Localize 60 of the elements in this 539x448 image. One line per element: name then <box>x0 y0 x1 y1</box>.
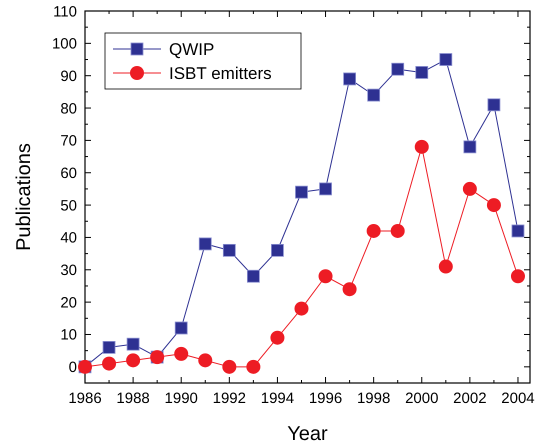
y-tick-label: 70 <box>60 132 77 150</box>
x-tick-label: 2002 <box>453 390 487 407</box>
x-tick-label: 2004 <box>501 390 535 407</box>
point <box>438 260 453 274</box>
point <box>198 238 212 250</box>
point <box>246 360 260 374</box>
y-tick-label: 60 <box>60 164 77 182</box>
point <box>295 186 308 199</box>
point <box>294 302 308 316</box>
point <box>462 182 477 196</box>
x-axis-title: Year <box>287 423 328 445</box>
point <box>439 53 452 66</box>
point <box>414 140 429 154</box>
x-tick-label: 1988 <box>116 390 150 407</box>
x-tick-label: 1994 <box>260 390 294 407</box>
y-tick-label: 100 <box>52 36 77 53</box>
y-tick-label: 90 <box>60 68 77 85</box>
point <box>126 353 140 368</box>
x-tick-label: 1986 <box>68 390 102 407</box>
point <box>390 224 405 238</box>
y-tick-label: 20 <box>60 294 77 312</box>
point <box>270 330 284 345</box>
legend-label: QWIP <box>169 40 214 59</box>
point <box>486 198 501 212</box>
point <box>174 346 188 361</box>
point <box>318 269 333 284</box>
point <box>198 353 212 368</box>
y-tick-label: 40 <box>60 230 77 247</box>
x-tick-label: 1996 <box>308 390 342 407</box>
x-tick-label: 1998 <box>356 390 390 407</box>
x-tick-label: 1992 <box>212 390 246 407</box>
y-tick-label: 10 <box>60 326 77 344</box>
point <box>343 72 356 86</box>
point <box>342 282 357 296</box>
point <box>222 360 236 374</box>
point <box>488 98 500 112</box>
y-tick-label: 80 <box>60 100 77 118</box>
legend-label: ISBT emitters <box>169 64 272 83</box>
point <box>222 244 236 257</box>
y-tick-label: 0 <box>68 359 77 376</box>
point <box>126 338 140 351</box>
point <box>367 88 380 102</box>
point <box>102 341 116 354</box>
y-axis-title: Publications <box>13 143 35 251</box>
point <box>510 269 525 284</box>
point <box>463 140 476 154</box>
y-tick-label: 110 <box>53 3 77 20</box>
point <box>512 224 524 238</box>
point <box>415 66 428 79</box>
point <box>174 322 188 334</box>
x-tick-label: 2000 <box>405 390 438 407</box>
y-tick-label: 30 <box>60 262 77 280</box>
point <box>391 62 404 76</box>
x-tick-label: 1990 <box>164 390 198 407</box>
y-tick-label: 50 <box>60 197 77 214</box>
point <box>102 356 116 371</box>
point <box>246 270 260 283</box>
point <box>319 182 332 196</box>
point <box>366 224 381 238</box>
point <box>271 244 284 257</box>
